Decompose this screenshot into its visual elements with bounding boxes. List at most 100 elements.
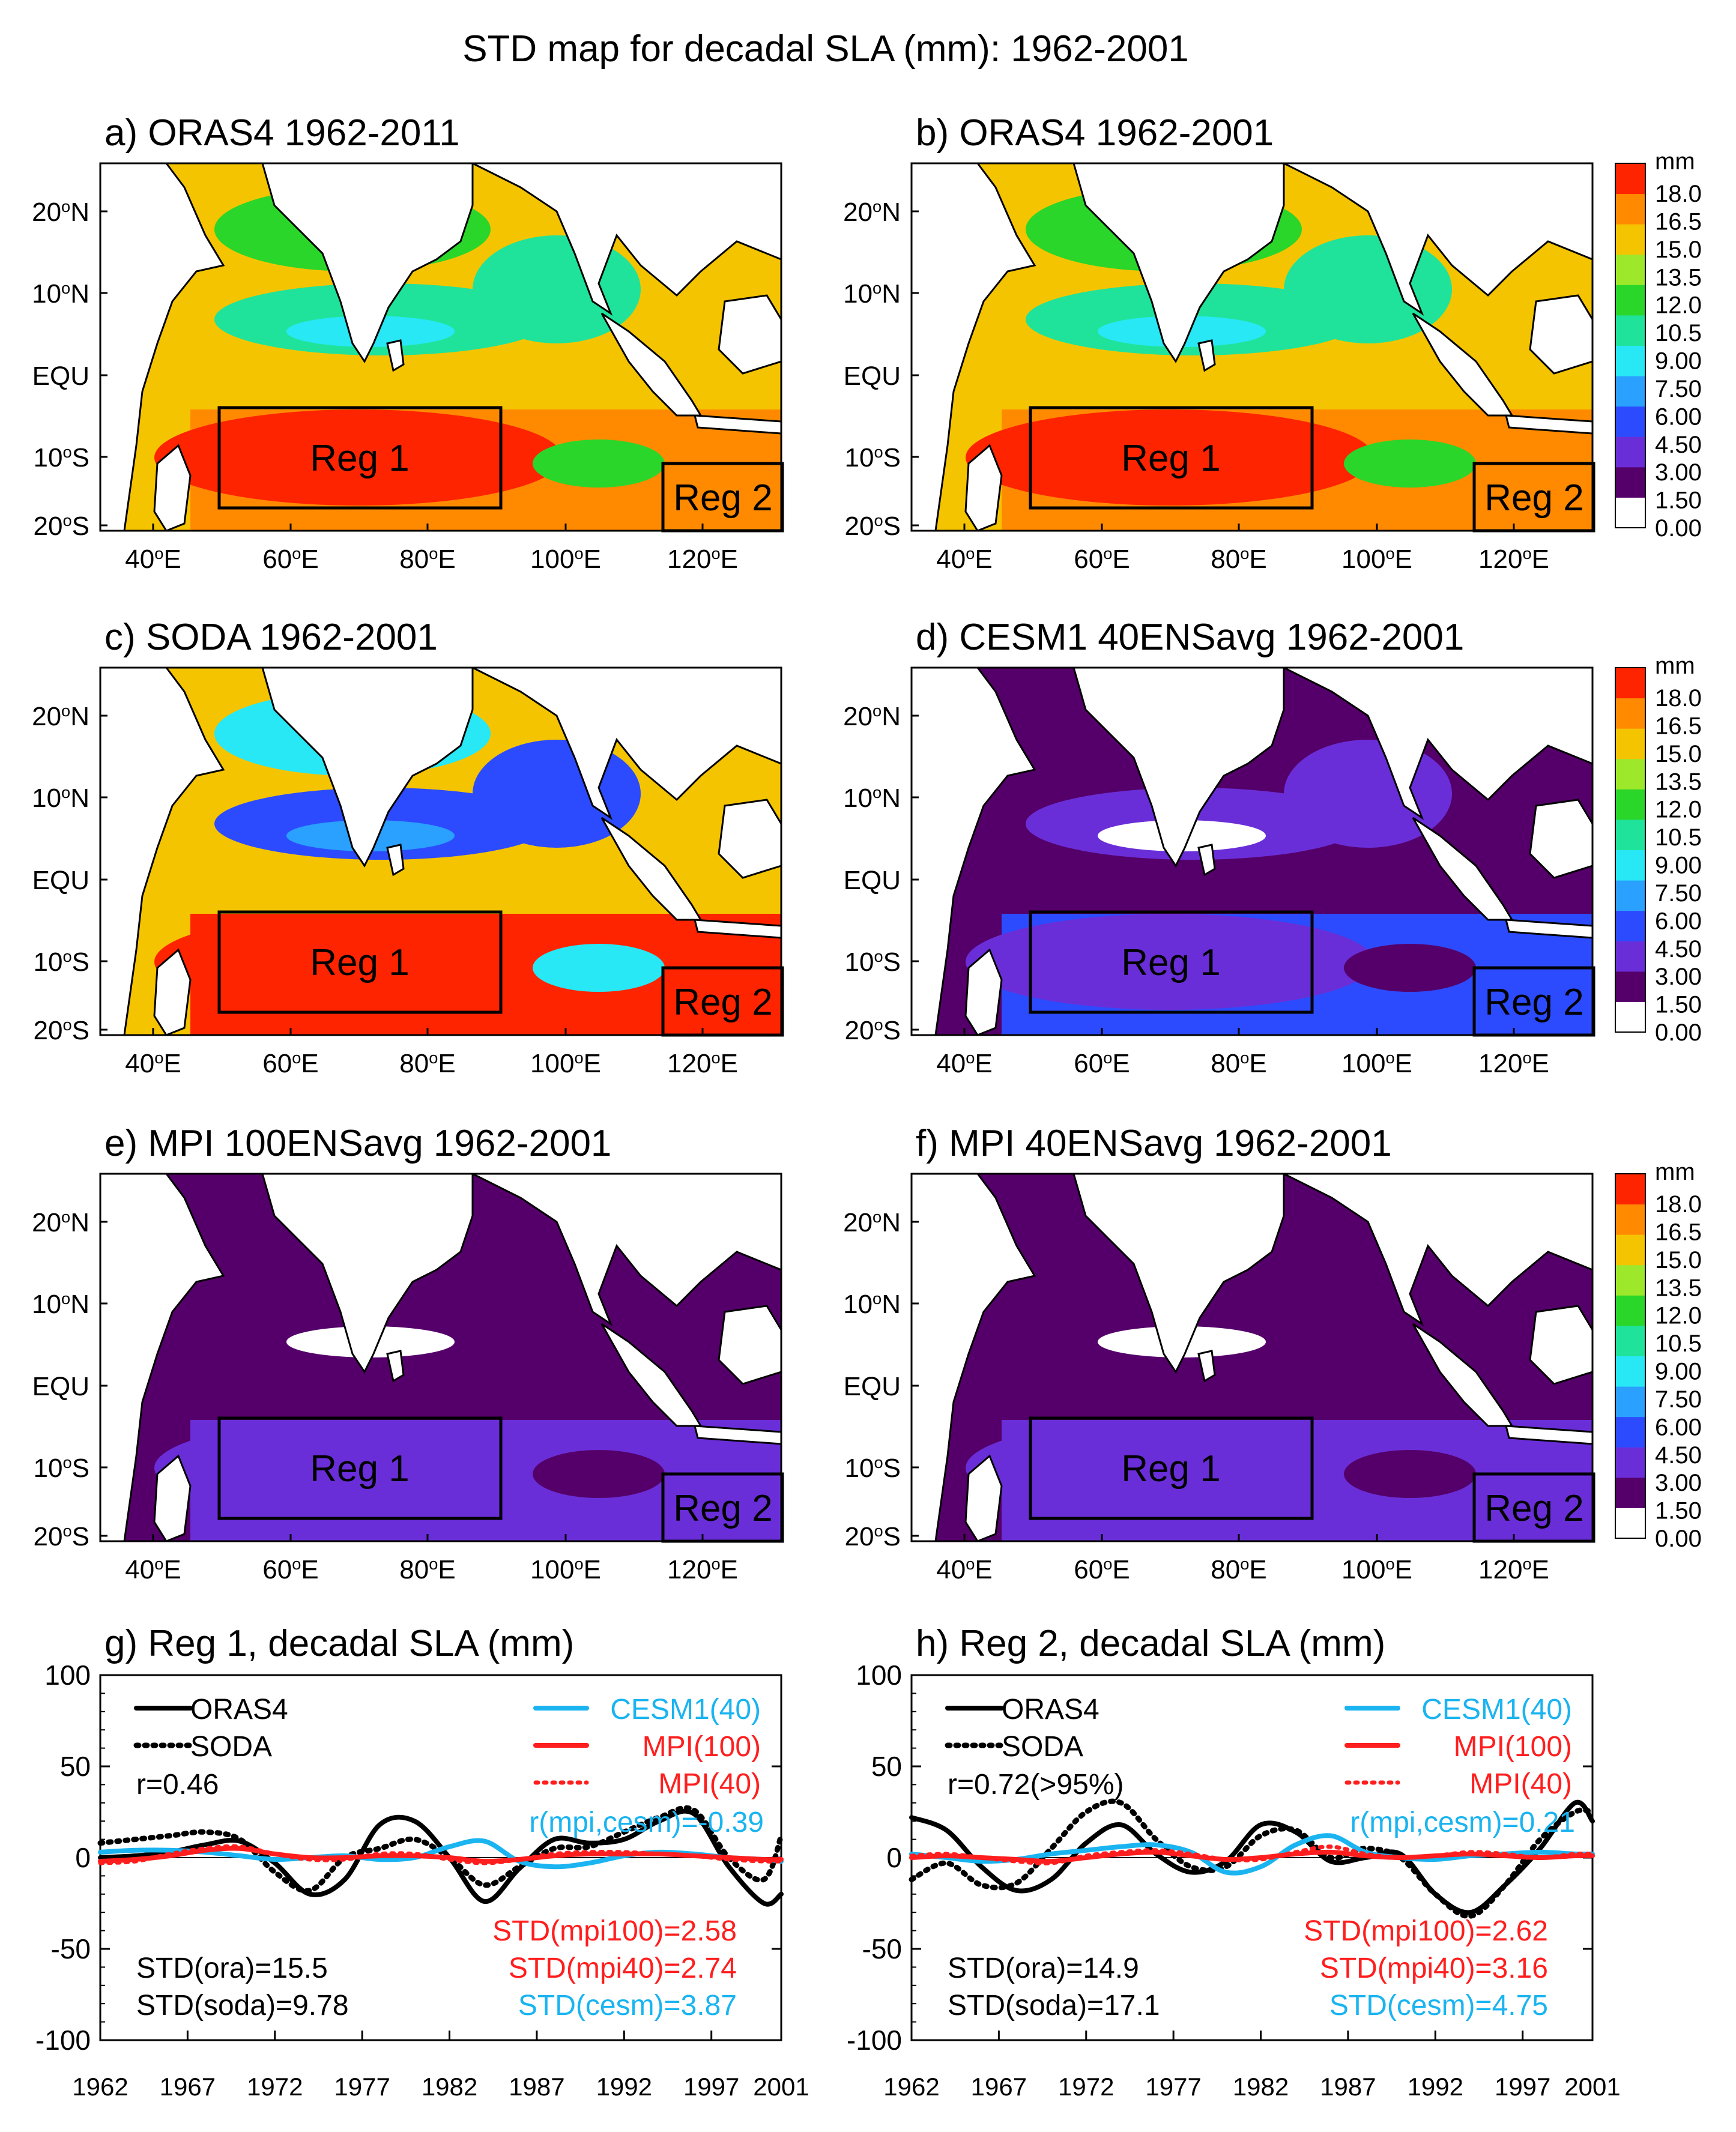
land-coastline <box>912 163 1036 531</box>
lat-tick-label: 10oS <box>845 1453 901 1484</box>
colorbar-swatch <box>1615 285 1645 316</box>
lat-tick-label: 10oS <box>34 442 89 473</box>
colorbar-tick-label: 7.50 <box>1655 376 1702 402</box>
std-label: STD(ora)=15.5 <box>136 1952 328 1984</box>
colorbar-swatch <box>1615 1447 1645 1478</box>
lon-tick-label: 80oE <box>1211 544 1266 575</box>
lat-tick-label: 20oN <box>843 701 901 732</box>
land-coastline <box>964 444 1003 531</box>
colorbar-frame <box>1615 1173 1646 1539</box>
map-panel-title: b) ORAS4 1962-2001 <box>916 112 1274 154</box>
x-tick-label: 1982 <box>422 2073 477 2101</box>
lon-tick-label: 100oE <box>530 1554 601 1585</box>
colorbar-tick-label: 9.00 <box>1655 348 1702 375</box>
correlation-label: r=0.72(>95%) <box>948 1769 1124 1801</box>
lon-tick-label: 40oE <box>125 1554 181 1585</box>
colorbar-swatch <box>1615 163 1645 195</box>
land-coastline <box>261 163 474 363</box>
std-label: STD(cesm)=4.75 <box>1329 1990 1548 2022</box>
land-coastline <box>386 844 405 877</box>
colorbar-tick-label: 16.5 <box>1655 713 1702 739</box>
model-correlation-label: r(mpi,cesm)=0.21 <box>1350 1807 1575 1838</box>
lat-tick-label: 10oN <box>32 1289 89 1320</box>
lat-tick-label: 10oN <box>32 279 89 309</box>
region-1-box <box>1029 1416 1314 1520</box>
lon-tick-label: 80oE <box>1211 1048 1266 1079</box>
region-1-box <box>217 1416 503 1520</box>
map-frame <box>99 666 782 1036</box>
land-coastline <box>694 919 781 939</box>
colorbar-swatch <box>1615 193 1645 225</box>
colorbar-tick-label: 12.0 <box>1655 797 1702 823</box>
std-label: STD(mpi40)=2.74 <box>509 1952 737 1984</box>
lat-tick-label: EQU <box>32 1372 89 1401</box>
lat-tick-label: EQU <box>844 1372 901 1401</box>
lat-tick-label: 10oS <box>845 442 901 473</box>
lon-tick-label: 80oE <box>1211 1554 1266 1585</box>
lon-tick-label: 80oE <box>399 544 455 575</box>
x-tick-label: 1977 <box>334 2073 390 2101</box>
x-tick-label: 1967 <box>160 2073 216 2101</box>
field-contour <box>966 1420 1374 1516</box>
field-contour <box>154 1420 563 1516</box>
x-tick-label: 1972 <box>1058 2073 1114 2101</box>
colorbar-swatch <box>1615 880 1645 911</box>
lat-tick-label: EQU <box>32 866 89 895</box>
colorbar-unit: mm <box>1655 148 1695 175</box>
field-contour <box>1344 1450 1476 1498</box>
colorbar-swatch <box>1615 910 1645 941</box>
land-coastline <box>153 1454 192 1541</box>
colorbar-tick-label: 6.00 <box>1655 403 1702 430</box>
region-1-box <box>1029 406 1314 510</box>
map-panel-title: d) CESM1 40ENSavg 1962-2001 <box>916 617 1464 658</box>
land-coastline <box>261 1174 474 1374</box>
x-tick-label: 1992 <box>1408 2073 1463 2101</box>
colorbar-swatch <box>1615 1477 1645 1508</box>
colorbar-tick-label: 1.50 <box>1655 992 1702 1018</box>
colorbar-tick-label: 0.00 <box>1655 1526 1702 1552</box>
region-2-label: Reg 2 <box>1484 477 1583 519</box>
colorbar-swatch <box>1615 1508 1645 1539</box>
std-label: STD(soda)=17.1 <box>948 1990 1160 2022</box>
region-2-box <box>661 966 784 1037</box>
colorbar-swatch <box>1615 376 1645 407</box>
legend-label: ORAS4 <box>1002 1694 1099 1726</box>
lon-tick-label: 120oE <box>667 544 738 575</box>
land-coastline <box>1283 668 1592 820</box>
region-2-box <box>1472 1472 1595 1543</box>
colorbar-tick-label: 3.00 <box>1655 964 1702 990</box>
map-panel: Reg 1 Reg 2 c) SODA 1962-2001 40oE 60oE 80oE 1… <box>32 617 784 1079</box>
land-coastline <box>1529 1305 1592 1385</box>
land-coastline <box>153 948 192 1035</box>
land-coastline <box>718 799 781 879</box>
map-panel: Reg 1 Reg 2 f) MPI 40ENSavg 1962-2001 40oE 6… <box>843 1123 1595 1585</box>
std-label: STD(ora)=14.9 <box>948 1952 1139 1984</box>
map-field <box>912 163 1592 531</box>
region-2-box <box>1472 462 1595 533</box>
region-2-label: Reg 2 <box>1484 1488 1583 1529</box>
land-coastline <box>386 339 405 372</box>
lon-tick-label: 120oE <box>1478 1048 1549 1079</box>
series-line <box>909 1798 1595 1919</box>
x-tick-label: 1997 <box>683 2073 739 2101</box>
lon-tick-label: 40oE <box>936 544 992 575</box>
colorbar-tick-label: 16.5 <box>1655 208 1702 235</box>
y-tick-label: 100 <box>856 1659 902 1691</box>
land-coastline <box>912 1174 1036 1541</box>
lat-tick-label: 20oN <box>32 197 89 228</box>
colorbar-swatch <box>1615 819 1645 850</box>
map-panel-title: e) MPI 100ENSavg 1962-2001 <box>104 1123 611 1164</box>
land-coastline <box>1072 668 1285 868</box>
colorbar-swatch <box>1615 1204 1645 1235</box>
land-coastline <box>964 948 1003 1035</box>
lon-tick-label: 100oE <box>530 1048 601 1079</box>
lat-tick-label: 20oS <box>34 1015 89 1046</box>
field-contour <box>533 1450 665 1498</box>
x-tick-label: 2001 <box>1564 2073 1620 2101</box>
field-contour <box>154 914 563 1010</box>
land-coastline <box>1505 414 1592 435</box>
colorbar-swatch <box>1615 1001 1645 1033</box>
lon-tick-label: 60oE <box>1074 1048 1130 1079</box>
colorbar-swatch <box>1615 1234 1645 1266</box>
lon-tick-label: 120oE <box>667 1048 738 1079</box>
